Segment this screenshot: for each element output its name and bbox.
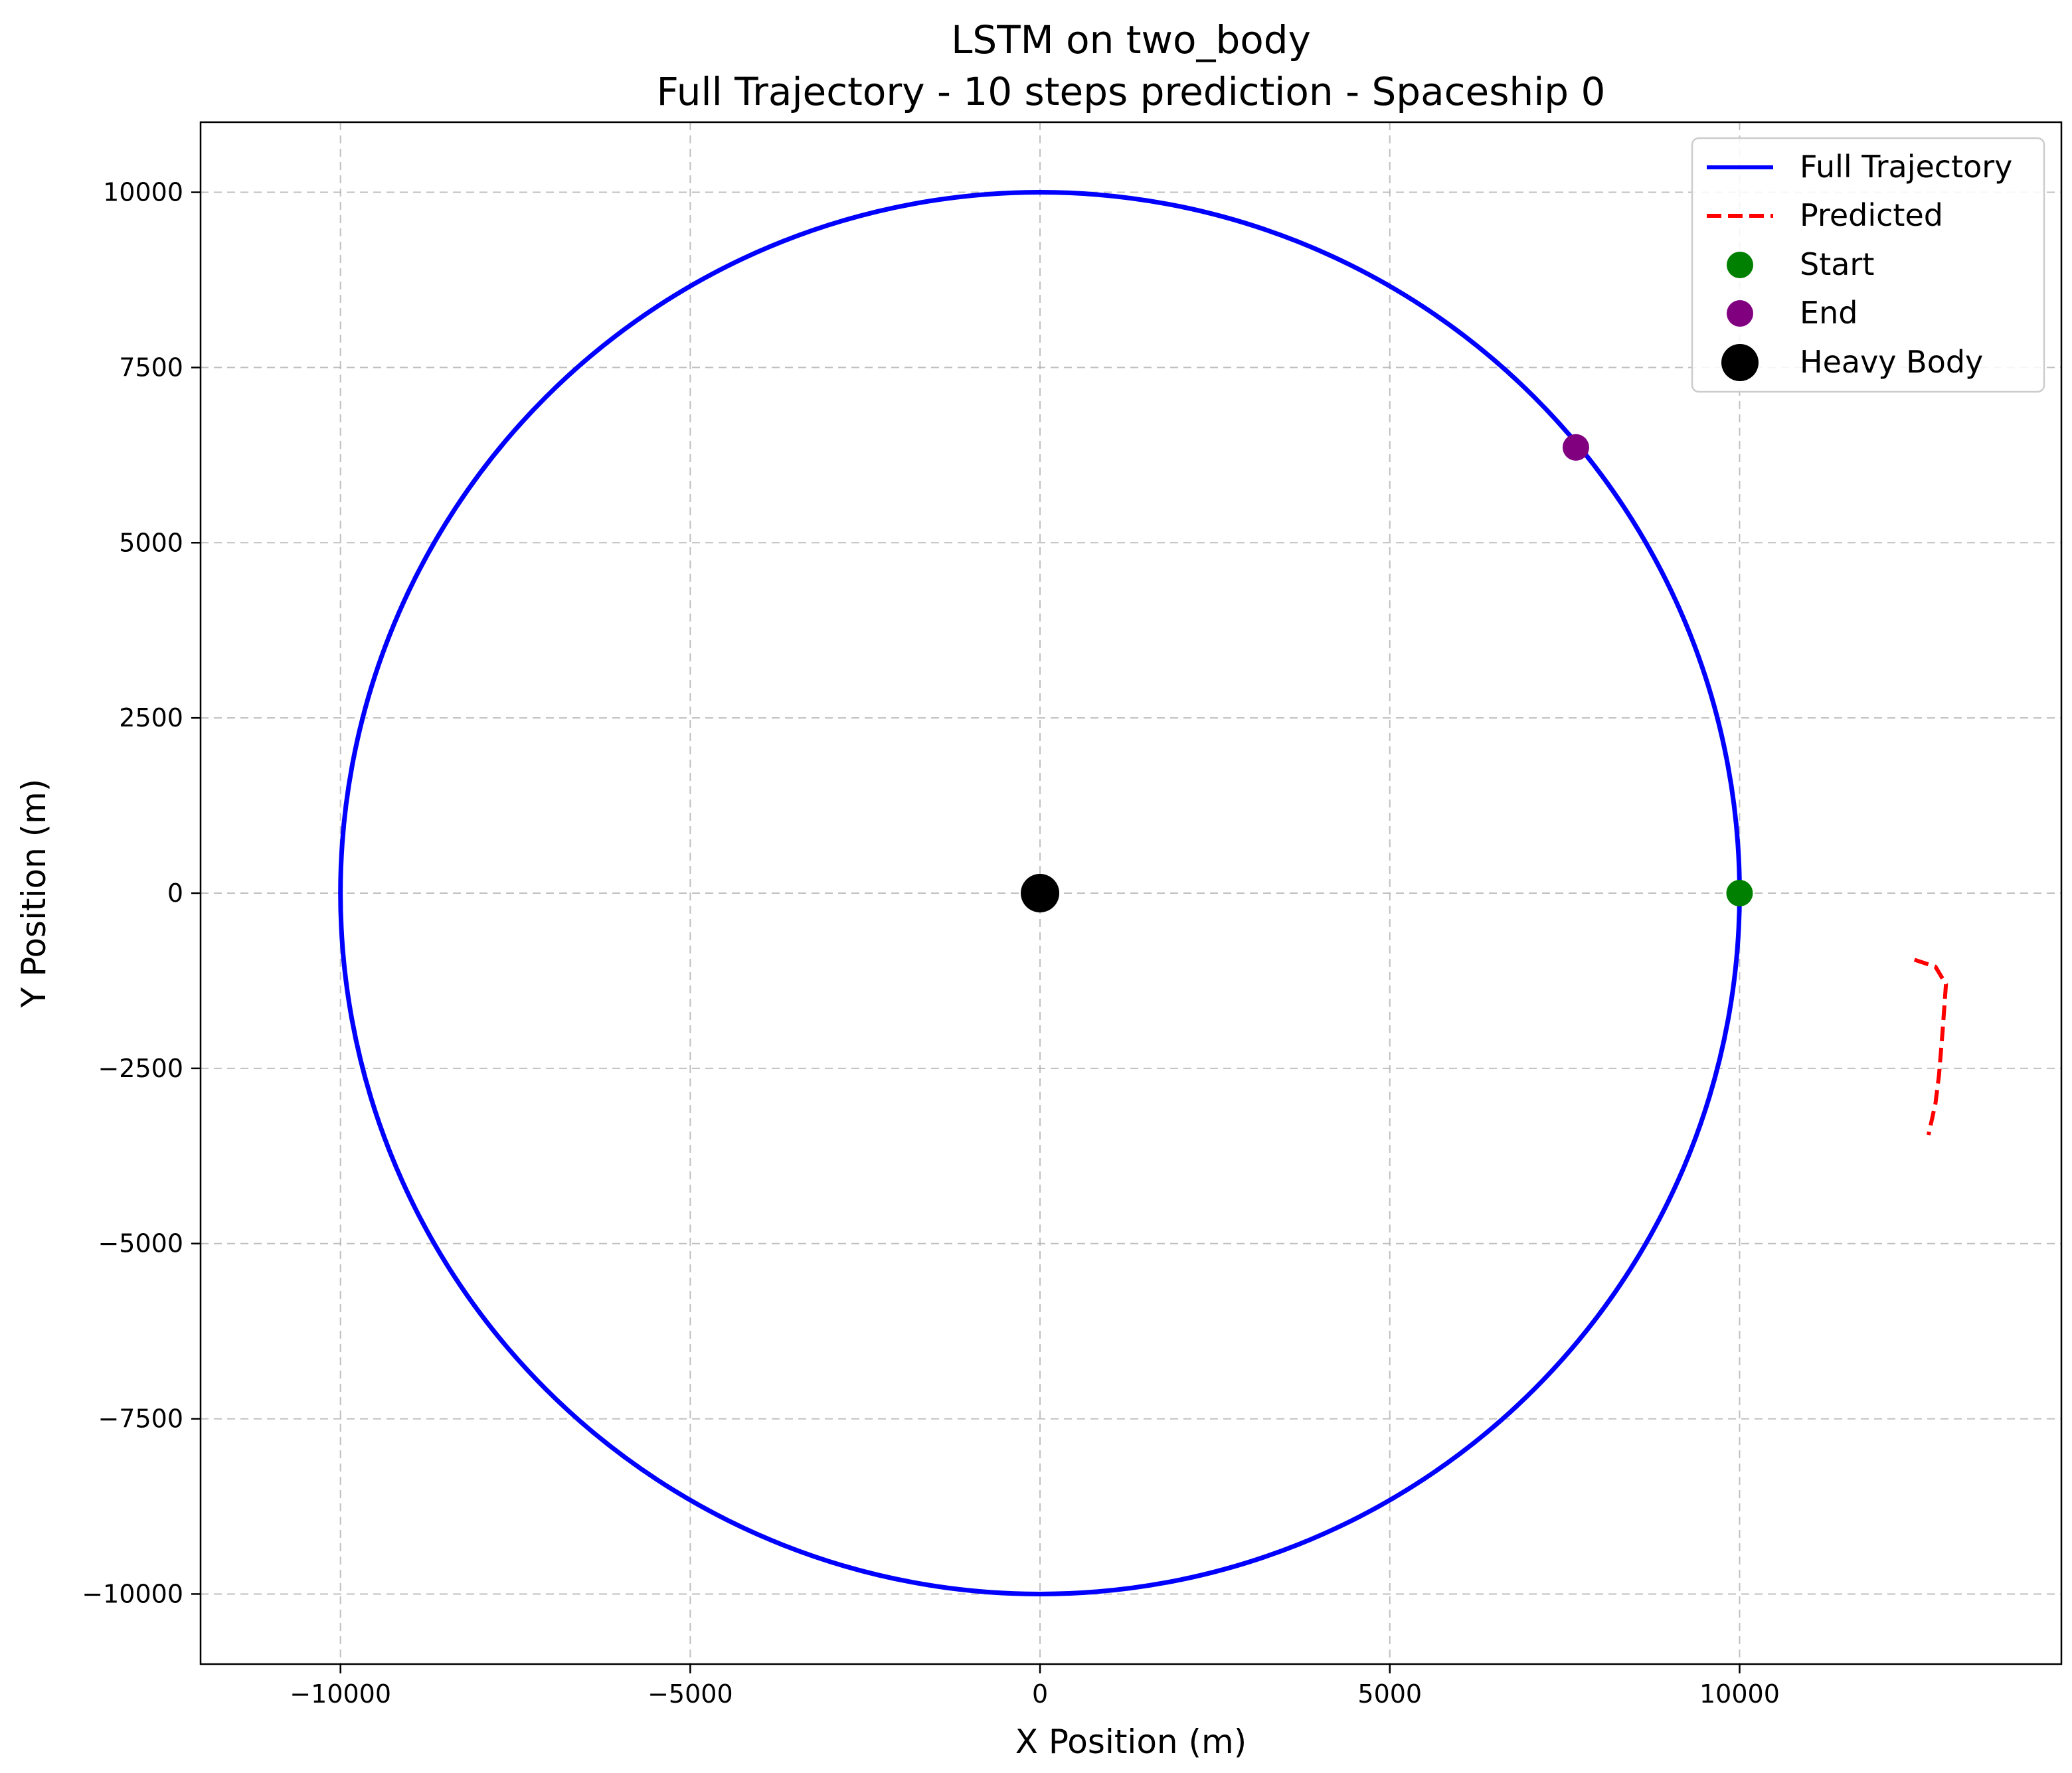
legend-label-end: End bbox=[1800, 295, 1857, 331]
x-tick-label: 10000 bbox=[1699, 1679, 1780, 1709]
legend-label-heavy-body: Heavy Body bbox=[1800, 344, 1983, 380]
plot-data bbox=[338, 190, 1948, 1596]
ticks: −10000 −5000 0 5000 10000 −10000 −7500 −5000 −25… bbox=[82, 178, 1780, 1709]
predicted-line bbox=[1913, 958, 1948, 1136]
y-tick-label: 2500 bbox=[119, 703, 183, 732]
end-point bbox=[1562, 434, 1589, 461]
legend-box bbox=[1691, 137, 2045, 393]
y-tick-label: −5000 bbox=[98, 1229, 183, 1258]
y-tick-label: 0 bbox=[167, 879, 183, 908]
legend-marker-start bbox=[1727, 252, 1753, 278]
chart-subtitle: Full Trajectory - 10 steps prediction - … bbox=[657, 69, 1606, 114]
legend-marker-end bbox=[1727, 300, 1753, 327]
y-tick-label: −2500 bbox=[98, 1054, 183, 1083]
legend-label-start: Start bbox=[1800, 246, 1874, 282]
legend-label-full-trajectory: Full Trajectory bbox=[1800, 149, 2012, 185]
grid bbox=[201, 122, 2061, 1664]
x-tick-label: 0 bbox=[1032, 1679, 1048, 1709]
y-tick-label: 10000 bbox=[103, 178, 183, 207]
y-tick-label: 5000 bbox=[119, 528, 183, 557]
heavy-body-point bbox=[1021, 874, 1060, 912]
y-tick-label: −7500 bbox=[98, 1404, 183, 1434]
y-axis-label: Y Position (m) bbox=[15, 779, 53, 1009]
start-point bbox=[1726, 880, 1753, 906]
x-tick-label: 5000 bbox=[1357, 1679, 1422, 1709]
legend-marker-heavy-body bbox=[1721, 344, 1759, 381]
legend: Full Trajectory Predicted Start End Heav… bbox=[1691, 137, 2045, 393]
x-tick-label: −5000 bbox=[648, 1679, 733, 1709]
chart-title: LSTM on two_body bbox=[951, 17, 1311, 62]
x-axis-label: X Position (m) bbox=[1015, 1723, 1247, 1761]
y-tick-label: 7500 bbox=[119, 353, 183, 382]
legend-label-predicted: Predicted bbox=[1800, 197, 1943, 233]
x-tick-label: −10000 bbox=[290, 1679, 391, 1709]
y-tick-label: −10000 bbox=[82, 1579, 183, 1608]
